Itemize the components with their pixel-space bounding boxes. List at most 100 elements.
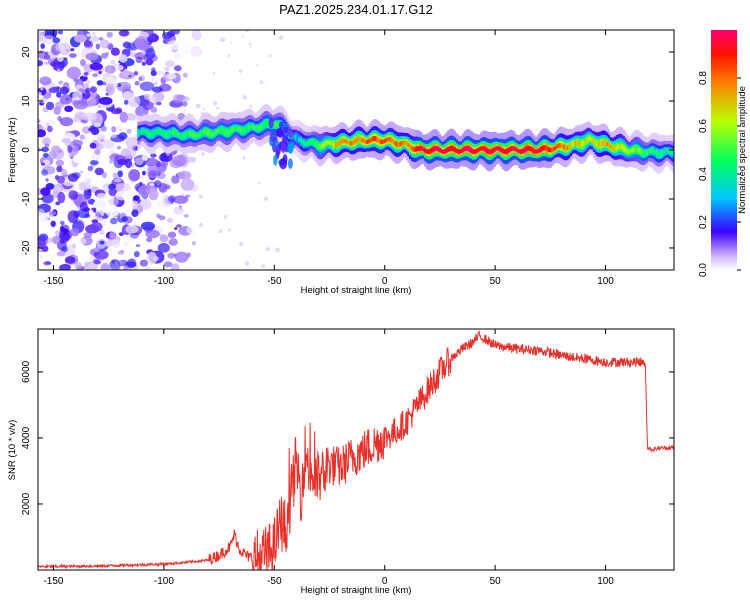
noise-blob bbox=[90, 221, 103, 232]
ridge-cell bbox=[397, 142, 400, 147]
noise-blob bbox=[72, 243, 76, 249]
ridge-cell bbox=[306, 141, 309, 146]
noise-blob bbox=[59, 264, 71, 270]
noise-blob bbox=[89, 209, 94, 217]
ridge-cell bbox=[165, 132, 168, 138]
ridge-cell bbox=[566, 145, 569, 151]
noise-blob bbox=[105, 240, 113, 248]
noise-blob bbox=[124, 99, 129, 105]
ridge-cell bbox=[258, 125, 261, 131]
noise-blob bbox=[213, 101, 218, 106]
ridge-cell bbox=[621, 144, 624, 150]
noise-blob bbox=[181, 45, 192, 55]
ridge-sidelobe bbox=[283, 126, 289, 134]
noise-blob bbox=[249, 104, 253, 108]
noise-blob bbox=[198, 222, 204, 228]
noise-blob bbox=[87, 262, 96, 270]
ridge-cell bbox=[632, 147, 635, 152]
ridge-cell bbox=[230, 128, 233, 134]
noise-blob bbox=[125, 225, 139, 234]
noise-blob bbox=[116, 145, 121, 150]
noise-blob bbox=[141, 154, 149, 161]
noise-blob bbox=[191, 30, 202, 41]
ridge-cell bbox=[228, 129, 231, 135]
noise-blob bbox=[98, 96, 113, 105]
noise-blob bbox=[90, 35, 100, 43]
noise-blob bbox=[139, 198, 152, 210]
noise-blob bbox=[117, 250, 125, 255]
ridge-cell bbox=[362, 138, 365, 144]
noise-blob bbox=[123, 264, 129, 270]
noise-blob bbox=[142, 170, 146, 176]
snr-panel: -150 -100 -50 0 50 100 2000 4000 6000 Height of… bbox=[7, 328, 675, 596]
ridge-cell bbox=[587, 136, 591, 141]
spectrogram-y-tick-label: 20 bbox=[21, 46, 32, 58]
ridge-cell bbox=[627, 149, 630, 154]
ridge-cell bbox=[488, 149, 491, 155]
noise-blob bbox=[228, 228, 231, 232]
ridge-cell bbox=[665, 148, 668, 153]
spectrogram-x-axis: -150 -100 -50 0 50 100 bbox=[43, 30, 614, 287]
noise-blob bbox=[105, 206, 120, 217]
colorbar-tick-label: 0.6 bbox=[698, 119, 709, 133]
noise-blob bbox=[101, 52, 108, 59]
ridge-sidelobe bbox=[287, 158, 293, 169]
ridge-cell bbox=[563, 144, 566, 150]
ridge-cell bbox=[493, 147, 496, 152]
noise-blob bbox=[147, 95, 157, 103]
ridge-cell bbox=[261, 123, 264, 129]
noise-blob bbox=[115, 64, 124, 71]
ridge-cell bbox=[157, 129, 160, 134]
noise-blob bbox=[245, 261, 250, 266]
noise-blob bbox=[105, 85, 114, 95]
noise-blob bbox=[44, 143, 50, 148]
ridge-cell bbox=[553, 146, 556, 151]
noise-blob bbox=[140, 221, 156, 231]
ridge-cell bbox=[178, 133, 182, 138]
ridge-cell bbox=[432, 146, 435, 152]
noise-blob bbox=[166, 40, 182, 50]
noise-blob bbox=[172, 195, 189, 204]
ridge-sidelobe bbox=[282, 154, 288, 164]
ridge-cell bbox=[654, 149, 657, 155]
noise-blob bbox=[180, 192, 185, 196]
noise-blob bbox=[72, 155, 81, 163]
noise-blob bbox=[112, 172, 119, 179]
noise-blob bbox=[108, 245, 117, 255]
ridge-cell bbox=[402, 140, 405, 145]
noise-blob bbox=[124, 146, 137, 159]
noise-blob bbox=[116, 125, 121, 129]
ridge-cell bbox=[586, 137, 589, 143]
ridge-cell bbox=[611, 145, 614, 150]
noise-blob bbox=[40, 119, 55, 127]
ridge-cell bbox=[626, 148, 629, 154]
noise-blob bbox=[40, 43, 45, 49]
noise-blob bbox=[56, 251, 66, 257]
noise-blob bbox=[156, 101, 162, 106]
noise-blob bbox=[96, 80, 104, 86]
ridge-cell bbox=[612, 146, 615, 151]
noise-blob bbox=[173, 206, 185, 215]
ridge-cell bbox=[177, 132, 180, 137]
ridge-cell bbox=[385, 137, 389, 142]
noise-blob bbox=[47, 125, 53, 133]
noise-blob bbox=[118, 30, 130, 37]
noise-blob bbox=[59, 224, 70, 233]
colorbar-axis: 0.0 0.2 0.4 0.6 0.8 bbox=[698, 71, 741, 277]
ridge-cell bbox=[640, 150, 644, 156]
noise-blob bbox=[38, 119, 41, 123]
noise-blob bbox=[100, 262, 110, 270]
noise-blob bbox=[115, 107, 123, 114]
ridge-cell bbox=[518, 149, 521, 154]
snr-x-tick-label: 100 bbox=[597, 576, 614, 587]
noise-blob bbox=[67, 145, 73, 153]
ridge-cell bbox=[215, 130, 218, 134]
ridge-cell bbox=[147, 131, 150, 137]
noise-blob bbox=[173, 52, 181, 60]
ridge-cell bbox=[354, 138, 357, 144]
ridge-cell bbox=[604, 140, 607, 146]
ridge-cell bbox=[301, 139, 304, 145]
ridge-cell bbox=[647, 149, 650, 154]
ridge-cell bbox=[170, 130, 173, 136]
